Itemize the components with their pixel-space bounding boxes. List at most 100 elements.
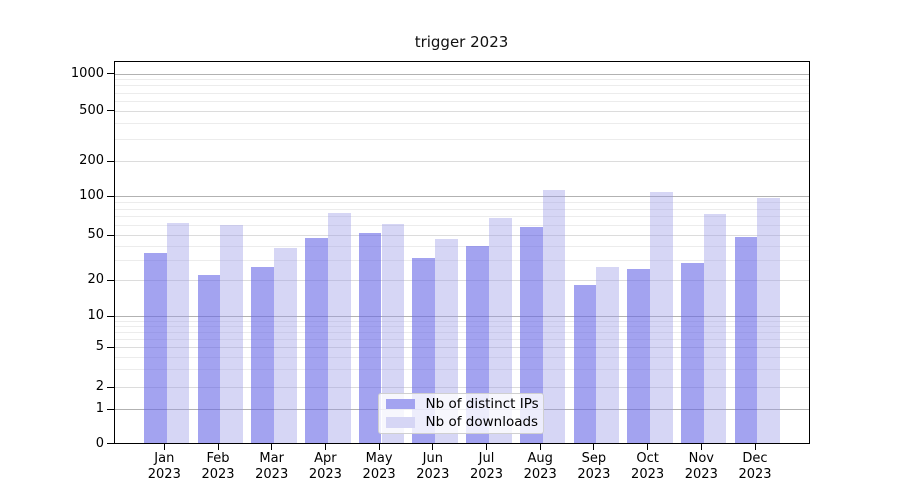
gridline-500 [114,110,809,112]
bar-downloads-oct [650,192,673,443]
bar-distinct-ips-sep [573,285,597,443]
bar-distinct-ips-may [358,232,382,443]
x-tick-label-jan: Jan 2023 [132,451,196,484]
x-tick-label-sep: Sep 2023 [562,451,626,484]
bar-downloads-aug [542,190,566,443]
x-tick-mark-apr [324,443,326,450]
legend-swatch-distinct-ips [385,398,415,409]
legend: Nb of distinct IPs Nb of downloads [377,392,544,434]
y-tick-mark-500 [106,110,114,111]
y-tick-label-2: 2 [95,379,104,394]
y-tick-mark-10 [106,315,114,317]
bar-distinct-ips-feb [197,275,221,443]
y-tick-label-50: 50 [87,227,104,242]
gridline-600 [114,100,809,102]
bar-downloads-feb [220,224,244,443]
y-tick-mark-100 [106,195,114,197]
gridline-900 [114,79,809,81]
y-tick-label-10: 10 [87,308,104,323]
y-tick-mark-1000 [106,73,114,74]
gridline-7 [114,331,809,333]
x-tick-mark-sep [593,443,595,450]
bar-distinct-ips-nov [680,263,704,443]
x-tick-mark-mar [271,443,273,450]
y-tick-label-5: 5 [95,339,104,354]
x-tick-mark-oct [647,443,649,450]
x-tick-label-feb: Feb 2023 [186,451,250,484]
y-tick-label-100: 100 [79,188,104,203]
x-tick-month: Mar [259,450,284,466]
bar-downloads-dec [757,198,781,443]
bar-layer [115,62,810,443]
x-tick-month: Jul [478,450,495,466]
y-tick-mark-0 [106,443,114,444]
gridline-6 [114,338,809,340]
x-tick-label-apr: Apr 2023 [293,451,357,484]
bar-downloads-may [381,223,405,443]
x-tick-year: 2023 [308,467,342,482]
gridline-8 [114,325,809,327]
x-tick-year: 2023 [147,467,181,482]
x-tick-month: Sep [581,450,607,466]
y-tick-label-0: 0 [95,435,104,451]
gridline-40 [114,245,809,247]
x-tick-year: 2023 [469,467,504,482]
x-tick-label-jun: Jun 2023 [401,451,465,484]
x-tick-label-oct: Oct 2023 [616,451,680,484]
gridline-70 [114,216,809,218]
x-tick-label-aug: Aug 2023 [508,451,572,484]
plot-area [113,60,810,444]
gridline-300 [114,138,809,140]
y-tick-mark-2 [106,386,114,388]
x-tick-month: Nov [688,450,714,466]
x-tick-year: 2023 [738,467,772,482]
gridline-200 [114,161,809,162]
bar-distinct-ips-dec [734,237,758,443]
x-tick-month: Jan [154,450,175,466]
legend-item-distinct-ips: Nb of distinct IPs [385,395,539,414]
gridline-4 [114,356,809,358]
bar-downloads-sep [596,267,620,443]
legend-label-distinct-ips: Nb of distinct IPs [425,395,539,412]
x-tick-year: 2023 [362,467,396,482]
gridline-60 [114,224,809,226]
legend-item-downloads: Nb of downloads [385,413,538,432]
y-tick-label-500: 500 [79,102,104,118]
y-tick-mark-200 [106,160,114,162]
gridline-major-1000 [114,73,809,75]
x-tick-year: 2023 [523,467,557,482]
gridline-30 [114,260,809,262]
gridline-90 [114,201,809,203]
x-tick-month: Feb [206,450,230,466]
bar-distinct-ips-aug [519,226,543,443]
bar-downloads-apr [327,212,351,443]
gridline-20 [114,280,809,281]
x-tick-label-mar: Mar 2023 [240,451,304,484]
x-tick-year: 2023 [577,467,611,482]
y-tick-mark-1 [106,408,114,410]
x-tick-mark-jun [432,443,434,450]
x-tick-mark-aug [539,443,541,450]
legend-swatch-downloads [385,417,415,428]
gridline-400 [114,122,809,124]
gridline-9 [114,320,809,322]
gridline-80 [114,208,809,210]
y-tick-label-1: 1 [95,401,104,416]
bar-distinct-ips-apr [305,238,328,443]
gridline-700 [114,92,809,94]
x-tick-mark-dec [754,443,756,450]
x-tick-label-nov: Nov 2023 [669,451,733,484]
y-tick-mark-50 [106,234,114,236]
gridline-major-10 [114,316,809,317]
bar-downloads-jan [166,222,190,443]
gridline-5 [114,347,809,348]
bar-downloads-jun [435,239,458,443]
bar-distinct-ips-oct [627,269,650,443]
x-tick-label-dec: Dec 2023 [723,451,787,484]
bar-downloads-jul [488,217,512,443]
x-tick-year: 2023 [631,467,665,482]
x-tick-mark-jul [486,443,487,450]
y-tick-mark-5 [106,346,114,348]
bar-distinct-ips-jan [143,252,167,443]
gridline-800 [114,85,809,87]
